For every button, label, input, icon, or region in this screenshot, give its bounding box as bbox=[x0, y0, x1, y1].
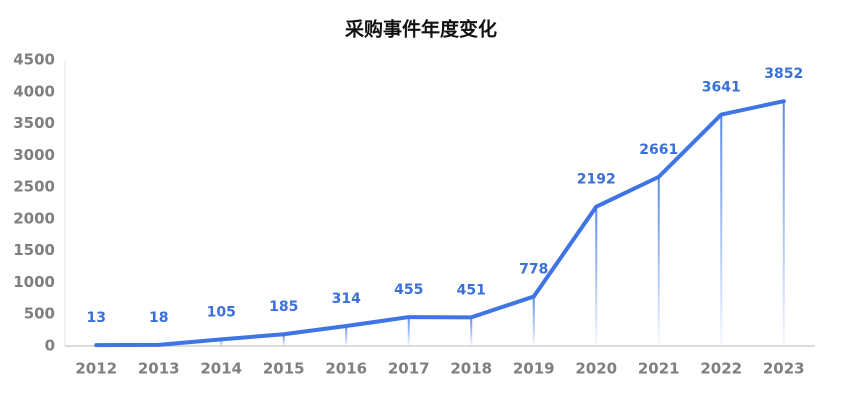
y-tick-label: 2000 bbox=[13, 209, 55, 227]
x-tick-label: 2018 bbox=[450, 360, 492, 378]
data-label: 2661 bbox=[639, 142, 678, 158]
y-tick-label: 3000 bbox=[13, 146, 55, 164]
data-label: 105 bbox=[207, 304, 236, 320]
drop-line bbox=[407, 317, 410, 346]
data-label: 2192 bbox=[577, 172, 616, 188]
y-tick-label: 2500 bbox=[13, 178, 55, 196]
x-tick-label: 2019 bbox=[513, 360, 555, 378]
data-label: 13 bbox=[87, 310, 106, 326]
y-tick-label: 4000 bbox=[13, 82, 55, 100]
y-tick-label: 3500 bbox=[13, 114, 55, 132]
drop-line bbox=[720, 114, 723, 346]
drop-line bbox=[282, 334, 285, 346]
data-label: 778 bbox=[519, 262, 548, 278]
x-tick-label: 2013 bbox=[138, 360, 180, 378]
x-tick-label: 2012 bbox=[75, 360, 117, 378]
drop-line bbox=[470, 317, 473, 346]
drop-line bbox=[532, 296, 535, 346]
drop-line bbox=[345, 326, 348, 346]
drop-line bbox=[220, 339, 223, 346]
x-tick-label: 2017 bbox=[388, 360, 430, 378]
data-label: 185 bbox=[269, 299, 298, 315]
data-label: 455 bbox=[394, 282, 423, 298]
data-label: 3641 bbox=[702, 80, 741, 96]
drop-line bbox=[657, 176, 660, 346]
data-label: 3852 bbox=[764, 66, 803, 82]
drop-line bbox=[595, 206, 598, 346]
x-tick-label: 2020 bbox=[575, 360, 617, 378]
x-tick-label: 2023 bbox=[763, 360, 805, 378]
data-label: 18 bbox=[149, 310, 168, 326]
x-tick-label: 2021 bbox=[638, 360, 680, 378]
drop-line bbox=[782, 101, 785, 347]
data-label: 314 bbox=[332, 291, 361, 307]
x-tick-label: 2015 bbox=[263, 360, 305, 378]
x-tick-label: 2022 bbox=[700, 360, 742, 378]
data-line bbox=[94, 99, 786, 348]
data-label: 451 bbox=[457, 282, 486, 298]
chart-title: 采购事件年度变化 bbox=[345, 18, 497, 41]
y-tick-label: 4500 bbox=[13, 51, 55, 69]
y-tick-label: 1500 bbox=[13, 241, 55, 259]
y-tick-label: 0 bbox=[45, 337, 55, 355]
y-tick-label: 1000 bbox=[13, 273, 55, 291]
x-tick-label: 2014 bbox=[200, 360, 242, 378]
x-tick-label: 2016 bbox=[325, 360, 367, 378]
y-tick-label: 500 bbox=[24, 305, 55, 323]
